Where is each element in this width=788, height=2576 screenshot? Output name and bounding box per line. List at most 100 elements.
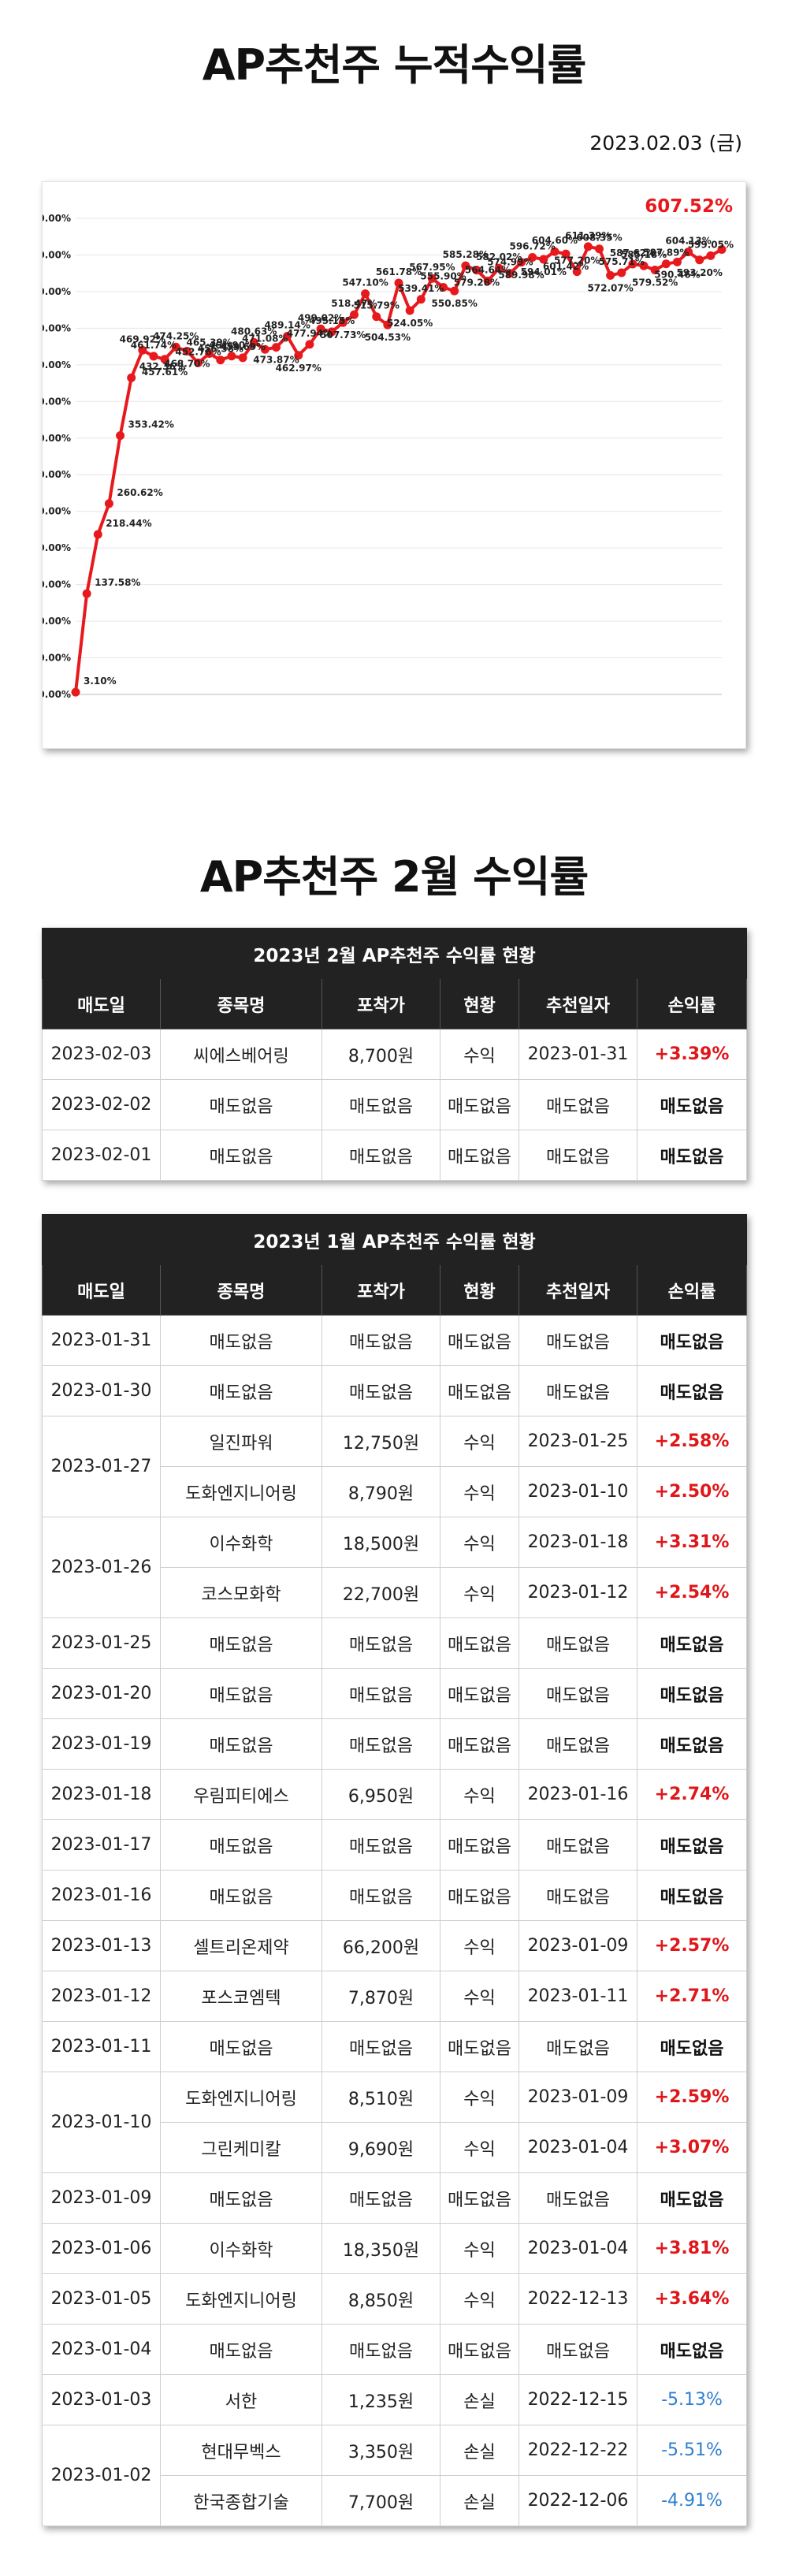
profit-loss-cell: +3.81% bbox=[636, 2223, 748, 2274]
jan-returns-table: 2023년 1월 AP추천주 수익률 현황 매도일 종목명 포착가 현황 추천일자 손익률… bbox=[41, 1214, 748, 2526]
data-label: 507.73% bbox=[320, 329, 366, 341]
capture-price-cell: 매도없음 bbox=[322, 1315, 440, 1366]
status-cell: 매도없음 bbox=[440, 1130, 519, 1181]
status-cell: 수익 bbox=[440, 1416, 519, 1467]
stock-name-cell: 매도없음 bbox=[160, 2172, 322, 2224]
profit-loss-cell: +3.07% bbox=[636, 2122, 748, 2173]
profit-loss-cell: -5.13% bbox=[636, 2374, 748, 2425]
profit-loss-cell: 매도없음 bbox=[636, 1315, 748, 1366]
data-point bbox=[661, 259, 671, 269]
table-row: 2023-01-06 이수화학 18,350원 수익 2023-01-04 +3.81% bbox=[42, 2223, 748, 2274]
profit-loss-cell: -5.51% bbox=[636, 2425, 748, 2476]
recommend-date-cell: 2022-12-13 bbox=[519, 2273, 637, 2325]
data-point bbox=[104, 499, 113, 508]
profit-loss-cell: 매도없음 bbox=[636, 1718, 748, 1770]
data-label: 547.10% bbox=[342, 277, 388, 288]
data-point bbox=[127, 373, 136, 382]
chart-svg: 0.00% 50.00% 100.00% 150.00% 200.00% 250.00% 3… bbox=[43, 196, 734, 700]
data-label: 577.20% bbox=[554, 255, 600, 266]
stock-name-cell: 매도없음 bbox=[160, 1718, 322, 1770]
data-point bbox=[149, 352, 158, 361]
capture-price-cell: 18,500원 bbox=[322, 1517, 440, 1568]
status-cell: 수익 bbox=[440, 1029, 519, 1080]
data-point bbox=[216, 356, 225, 365]
stock-name-cell: 매도없음 bbox=[160, 1365, 322, 1416]
status-cell: 수익 bbox=[440, 1920, 519, 1971]
data-label: 590.46% bbox=[654, 269, 700, 280]
data-point bbox=[338, 318, 348, 327]
status-cell: 매도없음 bbox=[440, 1365, 519, 1416]
data-label: 504.53% bbox=[365, 332, 411, 343]
data-point bbox=[205, 349, 214, 359]
y-tick-label: 200.00% bbox=[43, 542, 71, 553]
data-point bbox=[695, 255, 704, 265]
status-cell: 손실 bbox=[440, 2374, 519, 2425]
data-label: 572.07% bbox=[587, 282, 633, 293]
data-label: 593.20% bbox=[677, 267, 723, 278]
y-tick-label: 250.00% bbox=[43, 506, 71, 517]
data-label: 596.72% bbox=[509, 241, 555, 252]
sell-date-cell: 2023-01-13 bbox=[42, 1920, 161, 1971]
data-point bbox=[561, 249, 571, 259]
capture-price-cell: 매도없음 bbox=[322, 1079, 440, 1130]
data-point bbox=[194, 358, 203, 367]
status-cell: 수익 bbox=[440, 1466, 519, 1517]
data-point bbox=[249, 337, 258, 347]
sell-date-cell: 2023-02-02 bbox=[42, 1079, 161, 1130]
report-date: 2023.02.03 (금) bbox=[589, 132, 742, 154]
capture-price-cell: 매도없음 bbox=[322, 2021, 440, 2072]
recommend-date-cell: 매도없음 bbox=[519, 1079, 637, 1130]
data-label: 608.35% bbox=[576, 233, 622, 244]
sell-date-cell: 2023-01-09 bbox=[42, 2172, 161, 2224]
data-label: 585.18% bbox=[621, 249, 667, 260]
recommend-date-cell: 매도없음 bbox=[519, 1819, 637, 1871]
stock-name-cell: 도화엔지니어링 bbox=[160, 2072, 322, 2123]
profit-loss-cell: +2.57% bbox=[636, 1920, 748, 1971]
data-label: 579.52% bbox=[632, 277, 678, 288]
sell-date-cell: 2023-01-16 bbox=[42, 1870, 161, 1921]
status-cell: 매도없음 bbox=[440, 2172, 519, 2224]
table-row: 2023-01-10 도화엔지니어링 8,510원 수익 2023-01-09 +2.59… bbox=[42, 2072, 748, 2173]
data-label: 473.87% bbox=[253, 355, 299, 366]
data-point bbox=[472, 266, 481, 275]
capture-price-cell: 매도없음 bbox=[322, 1870, 440, 1921]
stock-name-cell: 이수화학 bbox=[160, 1517, 322, 1568]
capture-price-cell: 18,350원 bbox=[322, 2223, 440, 2274]
stock-name-cell: 도화엔지니어링 bbox=[160, 1466, 322, 1517]
status-cell: 수익 bbox=[440, 2273, 519, 2325]
data-label: 579.28% bbox=[454, 277, 500, 288]
stock-name-cell: 그린케미칼 bbox=[160, 2122, 322, 2173]
stock-name-cell: 씨에스베어링 bbox=[160, 1029, 322, 1080]
data-point bbox=[706, 251, 716, 260]
table-row: 2023-01-30 매도없음 매도없음 매도없음 매도없음 매도없음 bbox=[42, 1365, 748, 1416]
sell-date-cell: 2023-01-10 bbox=[42, 2072, 161, 2173]
recommend-date-cell: 매도없음 bbox=[519, 2172, 637, 2224]
data-point bbox=[572, 267, 582, 277]
profit-loss-cell: 매도없음 bbox=[636, 2324, 748, 2375]
column-header: 종목명 bbox=[160, 1264, 322, 1316]
status-cell: 수익 bbox=[440, 2223, 519, 2274]
data-point bbox=[628, 259, 637, 269]
recommend-date-cell: 2023-01-25 bbox=[519, 1416, 637, 1467]
sell-date-cell: 2023-01-18 bbox=[42, 1769, 161, 1820]
table-row: 2023-02-01 매도없음 매도없음 매도없음 매도없음 매도없음 bbox=[42, 1130, 748, 1181]
sell-date-cell: 2023-01-25 bbox=[42, 1617, 161, 1669]
data-point bbox=[505, 269, 515, 278]
data-point bbox=[327, 327, 336, 337]
data-label: 465.39% bbox=[186, 337, 232, 348]
table-row: 2023-01-26 이수화학 18,500원 수익 2023-01-18 +3.31% bbox=[42, 1517, 748, 1618]
capture-price-cell: 매도없음 bbox=[322, 1130, 440, 1181]
data-point bbox=[672, 257, 682, 266]
y-tick-label: 0.00% bbox=[43, 689, 71, 700]
stock-name-cell: 코스모화학 bbox=[160, 1567, 322, 1618]
data-label: 594.01% bbox=[521, 266, 567, 277]
recommend-date-cell: 2023-01-10 bbox=[519, 1466, 637, 1517]
capture-price-cell: 8,510원 bbox=[322, 2072, 440, 2123]
y-tick-label: 550.00% bbox=[43, 286, 71, 297]
data-point bbox=[71, 687, 80, 697]
data-label: 432.36% bbox=[139, 361, 185, 372]
capture-price-cell: 매도없음 bbox=[322, 2324, 440, 2375]
column-header: 매도일 bbox=[42, 978, 161, 1029]
data-label: 587.89% bbox=[643, 248, 689, 259]
recommend-date-cell: 매도없음 bbox=[519, 2021, 637, 2072]
